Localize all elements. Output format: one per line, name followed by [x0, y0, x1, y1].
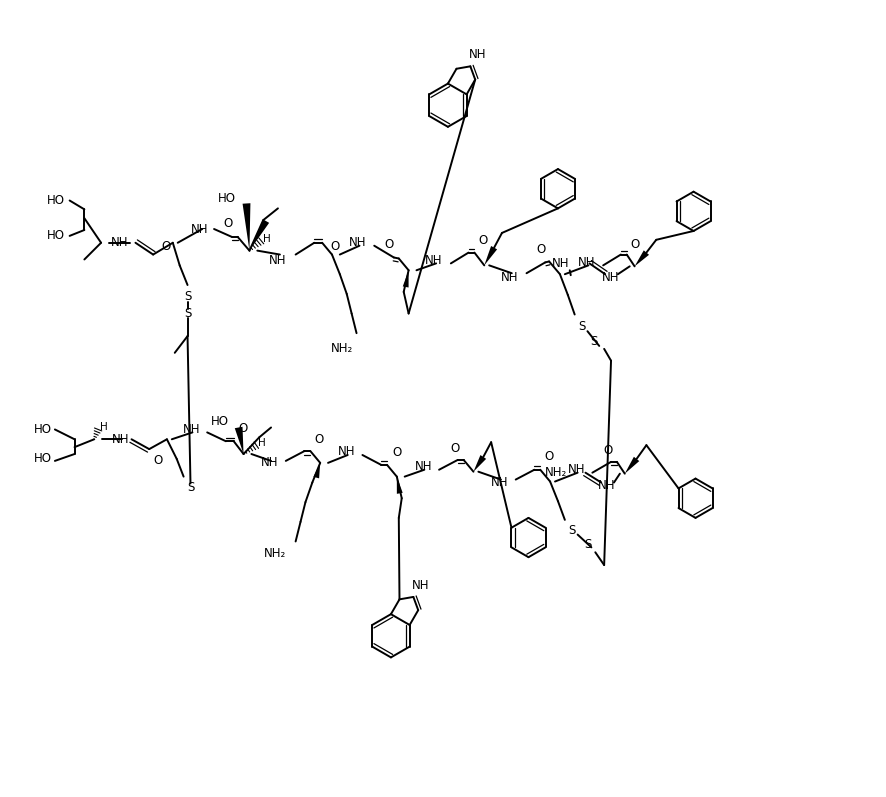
Text: NH: NH — [338, 445, 355, 457]
Text: NH₂: NH₂ — [263, 547, 285, 559]
Polygon shape — [249, 219, 268, 250]
Text: O: O — [478, 234, 487, 247]
Text: NH: NH — [111, 236, 128, 249]
Text: S: S — [183, 290, 191, 304]
Text: NH₂: NH₂ — [544, 466, 566, 479]
Text: S: S — [577, 320, 585, 333]
Text: S: S — [567, 524, 575, 537]
Text: NH₂: NH₂ — [330, 343, 353, 355]
Text: O: O — [161, 240, 170, 253]
Text: S: S — [583, 538, 590, 551]
Text: NH: NH — [268, 254, 286, 267]
Text: NH: NH — [190, 222, 207, 235]
Text: O: O — [223, 217, 232, 230]
Polygon shape — [242, 203, 250, 250]
Polygon shape — [235, 426, 244, 454]
Text: H: H — [263, 234, 270, 244]
Polygon shape — [402, 270, 408, 288]
Text: S: S — [590, 335, 597, 347]
Text: NH: NH — [112, 433, 129, 446]
Text: S: S — [183, 307, 191, 320]
Text: NH: NH — [597, 479, 614, 492]
Text: HO: HO — [34, 423, 52, 436]
Polygon shape — [633, 250, 649, 266]
Text: H: H — [258, 438, 266, 448]
Polygon shape — [473, 455, 486, 472]
Text: HO: HO — [211, 415, 229, 428]
Text: HO: HO — [34, 453, 52, 465]
Text: NH: NH — [491, 476, 508, 489]
Text: NH: NH — [425, 254, 442, 267]
Text: O: O — [450, 442, 459, 454]
Polygon shape — [624, 457, 639, 473]
Text: O: O — [535, 243, 545, 256]
Text: NH: NH — [183, 423, 200, 436]
Text: H: H — [100, 422, 108, 431]
Text: O: O — [392, 446, 400, 458]
Text: S: S — [187, 481, 194, 494]
Text: NH: NH — [577, 256, 595, 269]
Text: O: O — [330, 240, 338, 253]
Text: NH: NH — [601, 271, 618, 284]
Text: HO: HO — [47, 194, 65, 207]
Text: O: O — [630, 238, 639, 251]
Text: O: O — [238, 422, 247, 435]
Polygon shape — [484, 246, 496, 265]
Text: NH: NH — [567, 463, 585, 477]
Text: NH: NH — [261, 457, 278, 469]
Text: NH: NH — [468, 48, 486, 61]
Polygon shape — [313, 463, 320, 478]
Text: O: O — [385, 238, 393, 251]
Text: O: O — [544, 450, 553, 464]
Text: NH: NH — [501, 271, 518, 284]
Text: HO: HO — [47, 230, 65, 242]
Text: O: O — [603, 444, 612, 457]
Text: NH: NH — [348, 236, 366, 249]
Text: NH: NH — [552, 257, 569, 270]
Text: NH: NH — [411, 579, 429, 591]
Text: O: O — [153, 454, 162, 467]
Text: O: O — [314, 433, 323, 446]
Text: HO: HO — [217, 192, 236, 205]
Text: NH: NH — [414, 461, 431, 473]
Polygon shape — [396, 477, 402, 494]
